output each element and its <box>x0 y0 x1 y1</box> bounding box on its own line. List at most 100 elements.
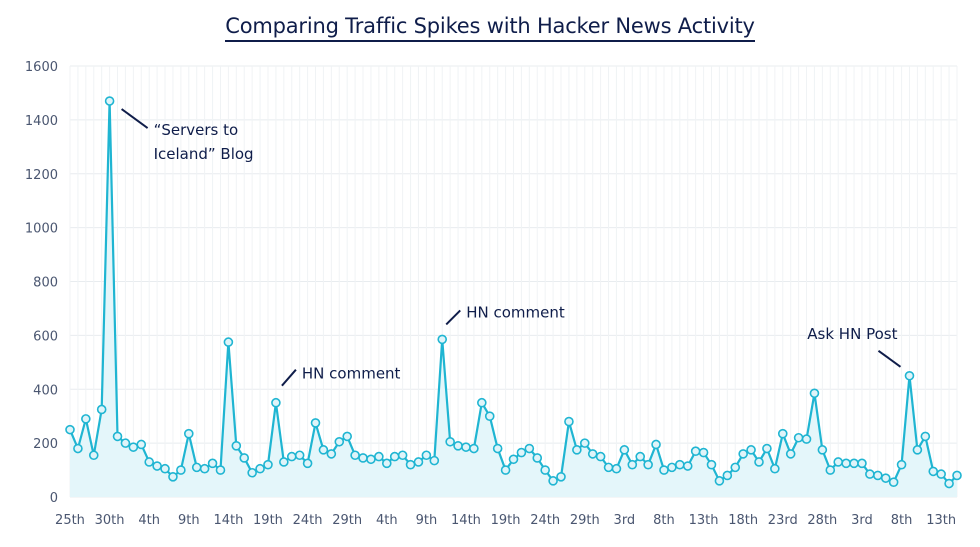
data-point <box>619 445 630 455</box>
data-point <box>207 458 218 469</box>
data-point <box>746 445 756 455</box>
data-point <box>643 459 653 470</box>
data-point <box>183 428 194 439</box>
data-point <box>556 471 566 482</box>
data-point <box>548 476 558 486</box>
annotation-label: HN comment <box>302 365 401 383</box>
data-point <box>690 446 701 457</box>
data-point <box>857 458 867 469</box>
data-point <box>104 96 115 106</box>
data-point <box>215 465 226 475</box>
data-point <box>825 465 836 475</box>
data-point <box>738 449 748 459</box>
x-tick-label: 3rd <box>614 513 636 528</box>
annotation-label: “Servers to Iceland” Blog <box>154 121 254 163</box>
y-tick-label: 800 <box>33 276 58 291</box>
x-tick-label: 8th <box>653 513 675 528</box>
y-axis: 0 200 400 600 800 1000 1200 1400 1600 <box>25 60 58 506</box>
data-point <box>144 457 154 467</box>
data-point <box>770 463 780 474</box>
data-point <box>603 462 614 473</box>
x-tick-label: 28th <box>807 513 837 528</box>
data-point <box>279 457 289 467</box>
data-point <box>112 431 123 442</box>
x-tick-label: 14th <box>213 513 243 528</box>
data-point <box>65 424 75 435</box>
data-point <box>73 443 83 454</box>
data-point <box>880 473 891 483</box>
annotation-line: Iceland” Blog <box>154 145 254 163</box>
y-tick-label: 200 <box>33 437 58 452</box>
traffic-series <box>65 96 962 498</box>
data-point <box>928 466 939 477</box>
annotation-line: Ask HN Post <box>807 325 897 343</box>
annotation-leader <box>445 309 461 326</box>
data-point <box>682 461 693 471</box>
data-point <box>88 450 99 461</box>
data-point <box>667 462 677 473</box>
data-point <box>120 438 131 448</box>
data-point <box>833 457 844 467</box>
x-tick-label: 24th <box>530 513 560 528</box>
data-point <box>318 445 329 455</box>
x-tick-label: 9th <box>178 513 200 528</box>
x-tick-label: 14th <box>451 513 481 528</box>
data-point <box>302 458 313 469</box>
data-point <box>635 451 646 462</box>
annotation-line: HN comment <box>302 365 401 383</box>
data-point <box>714 476 725 486</box>
data-point <box>223 337 234 347</box>
data-point <box>168 471 178 482</box>
x-tick-label: 4th <box>138 513 160 528</box>
data-point <box>500 465 511 475</box>
annotation-leader <box>877 349 902 368</box>
x-tick-label: 8th <box>891 513 913 528</box>
data-point <box>421 450 432 461</box>
data-point <box>397 450 408 461</box>
data-point <box>437 334 448 345</box>
data-point <box>191 462 202 473</box>
data-point <box>461 442 471 452</box>
data-point <box>762 443 772 454</box>
data-point <box>413 457 424 467</box>
data-point <box>540 465 550 475</box>
annotation-label: HN comment <box>466 303 565 321</box>
annotation-leader <box>281 369 297 387</box>
data-point <box>136 439 147 450</box>
annotation-label: Ask HN Post <box>807 325 897 343</box>
data-point <box>239 453 250 463</box>
data-point <box>651 439 661 450</box>
data-point <box>492 443 503 454</box>
data-point <box>722 470 733 481</box>
data-point <box>445 436 455 447</box>
y-tick-label: 1200 <box>25 168 58 183</box>
x-tick-label: 3rd <box>851 513 873 528</box>
chart-title: Comparing Traffic Spikes with Hacker New… <box>0 14 980 42</box>
data-point <box>484 411 495 421</box>
data-point <box>801 434 812 444</box>
x-tick-label: 29th <box>570 513 600 528</box>
x-tick-label: 30th <box>95 513 125 528</box>
data-point <box>659 465 669 475</box>
data-point <box>405 459 416 470</box>
data-point <box>754 457 764 467</box>
data-point <box>944 478 954 489</box>
data-point <box>888 477 899 487</box>
data-point <box>389 451 400 462</box>
data-point <box>587 449 598 459</box>
data-point <box>263 459 273 470</box>
data-point <box>469 443 479 454</box>
data-point <box>841 458 851 469</box>
data-point <box>255 463 265 474</box>
data-point <box>579 438 590 448</box>
data-point <box>271 397 281 408</box>
data-point <box>350 450 360 461</box>
data-point <box>247 467 257 478</box>
data-point <box>793 432 804 443</box>
x-tick-label: 4th <box>376 513 398 528</box>
data-point <box>675 459 685 470</box>
data-point <box>294 450 305 461</box>
data-point <box>627 459 638 470</box>
